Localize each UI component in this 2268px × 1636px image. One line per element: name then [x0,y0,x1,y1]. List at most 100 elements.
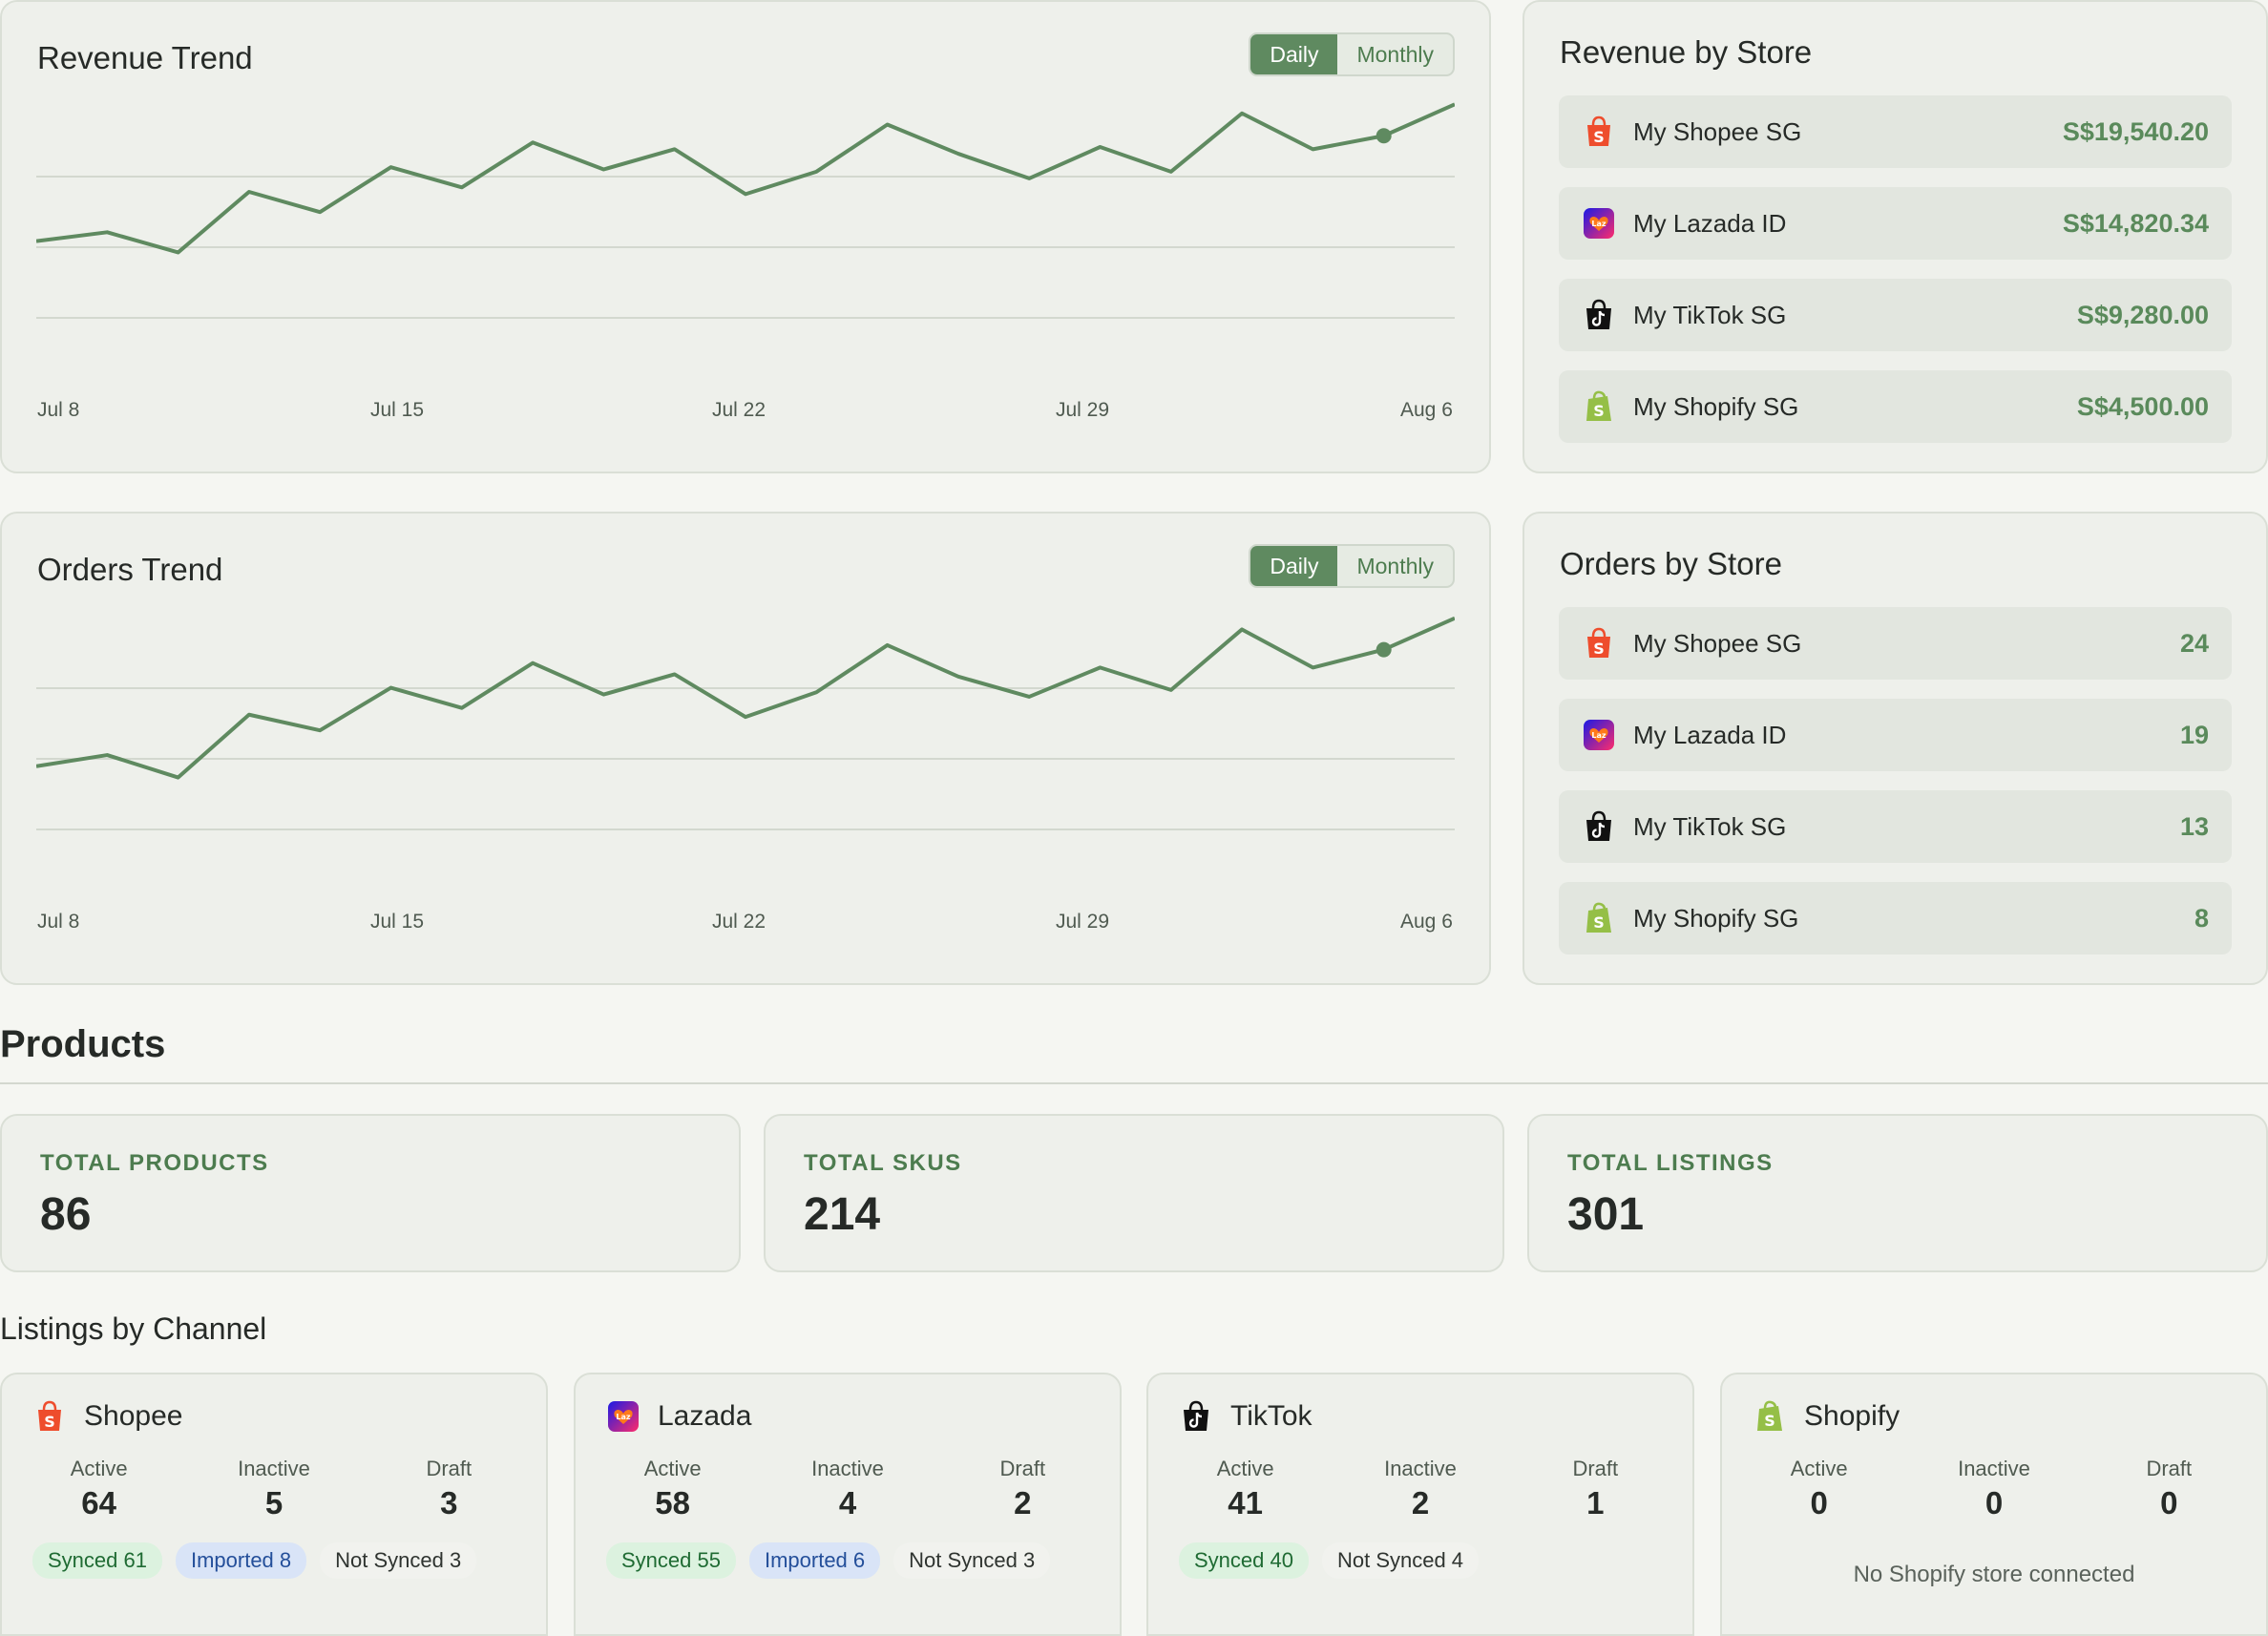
shopify-icon: S [1586,902,1611,933]
revenue-data-point[interactable] [1162,162,1181,181]
revenue-data-point[interactable] [665,139,684,158]
stat-value: 5 [264,1485,284,1521]
orders-data-point[interactable] [1445,609,1455,628]
stat-value: 3 [440,1485,458,1521]
store-row-shopee[interactable]: S My Shopee SG S$19,540.20 [1559,95,2232,168]
orders-data-point[interactable] [452,699,472,718]
stat-value: 2 [1411,1485,1430,1521]
store-name: My Lazada ID [1633,720,1787,749]
orders-data-point[interactable] [523,654,542,673]
store-row-lazada[interactable]: Laz My Lazada ID S$14,820.34 [1559,187,2232,260]
revenue-data-point[interactable] [452,178,472,197]
revenue-data-point[interactable] [594,160,613,179]
revenue-data-point[interactable] [1019,169,1039,188]
channel-stats: Active 58 Inactive 4 Draft 2 [576,1457,1120,1521]
revenue-monthly-button[interactable]: Monthly [1356,42,1434,67]
section-divider [0,1082,2268,1084]
shopee-icon: S [1587,115,1610,146]
stat-label: Draft [2146,1457,2193,1480]
orders-data-point[interactable] [169,768,188,787]
revenue-trend-title: Revenue Trend [37,40,253,75]
orders-data-point[interactable] [1303,658,1322,677]
revenue-data-point[interactable] [523,133,542,152]
revenue-data-point[interactable] [1376,128,1392,144]
lazada-icon: Laz [608,1401,639,1432]
store-row-lazada[interactable]: Laz My Lazada ID 19 [1559,699,2232,771]
orders-data-point[interactable] [594,685,613,704]
orders-line-chart [36,609,1455,830]
store-name: My Shopify SG [1633,903,1799,933]
store-row-shopify[interactable]: S My Shopify SG 8 [1559,882,2232,954]
revenue-data-point[interactable] [310,202,329,221]
stat-value: 301 [1567,1189,1645,1240]
orders-data-point[interactable] [807,682,826,702]
store-name: My TikTok SG [1633,811,1787,841]
orders-data-point[interactable] [310,721,329,740]
store-row-tiktok[interactable]: My TikTok SG 13 [1559,790,2232,863]
orders-data-point[interactable] [1091,658,1110,677]
orders-data-point[interactable] [382,679,401,698]
channel-name: Shopify [1804,1400,1900,1432]
orders-data-point[interactable] [878,636,897,655]
orders-data-point[interactable] [949,667,968,686]
imported-badge[interactable]: Imported 6 [748,1542,881,1579]
stat-inactive: Inactive 4 [760,1457,934,1521]
revenue-data-point[interactable] [1232,104,1251,123]
imported-badge[interactable]: Imported 8 [175,1542,307,1579]
orders-data-point[interactable] [736,707,755,726]
shopify-icon: S [1757,1400,1782,1431]
channel-header: TikTok [1179,1399,1312,1434]
stat-value: 0 [1984,1485,2004,1521]
orders-data-point[interactable] [97,745,116,765]
orders-daily-button[interactable]: Daily [1250,546,1338,586]
synced-badge[interactable]: Synced 61 [32,1542,162,1579]
channel-header: S Shopify [1753,1399,1900,1434]
revenue-daily-button[interactable]: Daily [1250,34,1338,74]
synced-badge[interactable]: Synced 55 [606,1542,736,1579]
not-synced-badge[interactable]: Not Synced 3 [893,1542,1051,1579]
orders-trend-card: Orders Trend Daily Monthly Jul 8 Jul 15 … [0,512,1491,985]
stat-label: Inactive [1384,1457,1457,1480]
tiktok-icon [1184,1400,1208,1431]
stat-label: Inactive [1958,1457,2030,1480]
synced-badge[interactable]: Synced 40 [1179,1542,1309,1579]
orders-period-toggle: Daily Monthly [1249,544,1455,588]
stat-draft: Draft 2 [935,1457,1110,1521]
not-synced-badge[interactable]: Not Synced 4 [1321,1542,1480,1579]
stat-active: Active 41 [1158,1457,1333,1521]
x-tick-label: Aug 6 [1400,399,1453,421]
stat-value: 0 [2160,1485,2178,1521]
orders-data-point[interactable] [1019,687,1039,706]
stat-value: 58 [655,1485,691,1521]
orders-data-point[interactable] [1162,681,1181,700]
svg-text:S: S [1764,1412,1775,1430]
revenue-data-point[interactable] [1303,139,1322,158]
store-row-shopee[interactable]: S My Shopee SG 24 [1559,607,2232,680]
revenue-data-point[interactable] [736,184,755,203]
orders-data-point[interactable] [1376,641,1392,658]
svg-text:S: S [1593,402,1605,420]
svg-text:S: S [1593,128,1605,146]
store-row-shopify[interactable]: S My Shopify SG S$4,500.00 [1559,370,2232,443]
revenue-data-point[interactable] [382,157,401,177]
stat-label: Active [643,1457,702,1480]
revenue-data-point[interactable] [807,162,826,181]
revenue-data-point[interactable] [240,182,259,201]
stat-inactive: Inactive 5 [186,1457,361,1521]
revenue-data-point[interactable] [1445,94,1455,114]
not-synced-badge[interactable]: Not Synced 3 [320,1542,477,1579]
channel-header: Laz Lazada [606,1399,751,1434]
revenue-data-point[interactable] [949,144,968,163]
store-row-tiktok[interactable]: My TikTok SG S$9,280.00 [1559,279,2232,351]
tiktok-icon [1586,299,1611,329]
orders-monthly-button[interactable]: Monthly [1356,554,1434,578]
orders-data-point[interactable] [240,705,259,724]
revenue-data-point[interactable] [97,222,116,241]
orders-data-point[interactable] [1232,619,1251,639]
revenue-line-chart [36,94,1455,319]
revenue-data-point[interactable] [878,115,897,135]
revenue-data-point[interactable] [1091,137,1110,157]
revenue-data-point[interactable] [169,242,188,262]
orders-data-point[interactable] [665,664,684,683]
stat-label: Active [70,1457,128,1480]
